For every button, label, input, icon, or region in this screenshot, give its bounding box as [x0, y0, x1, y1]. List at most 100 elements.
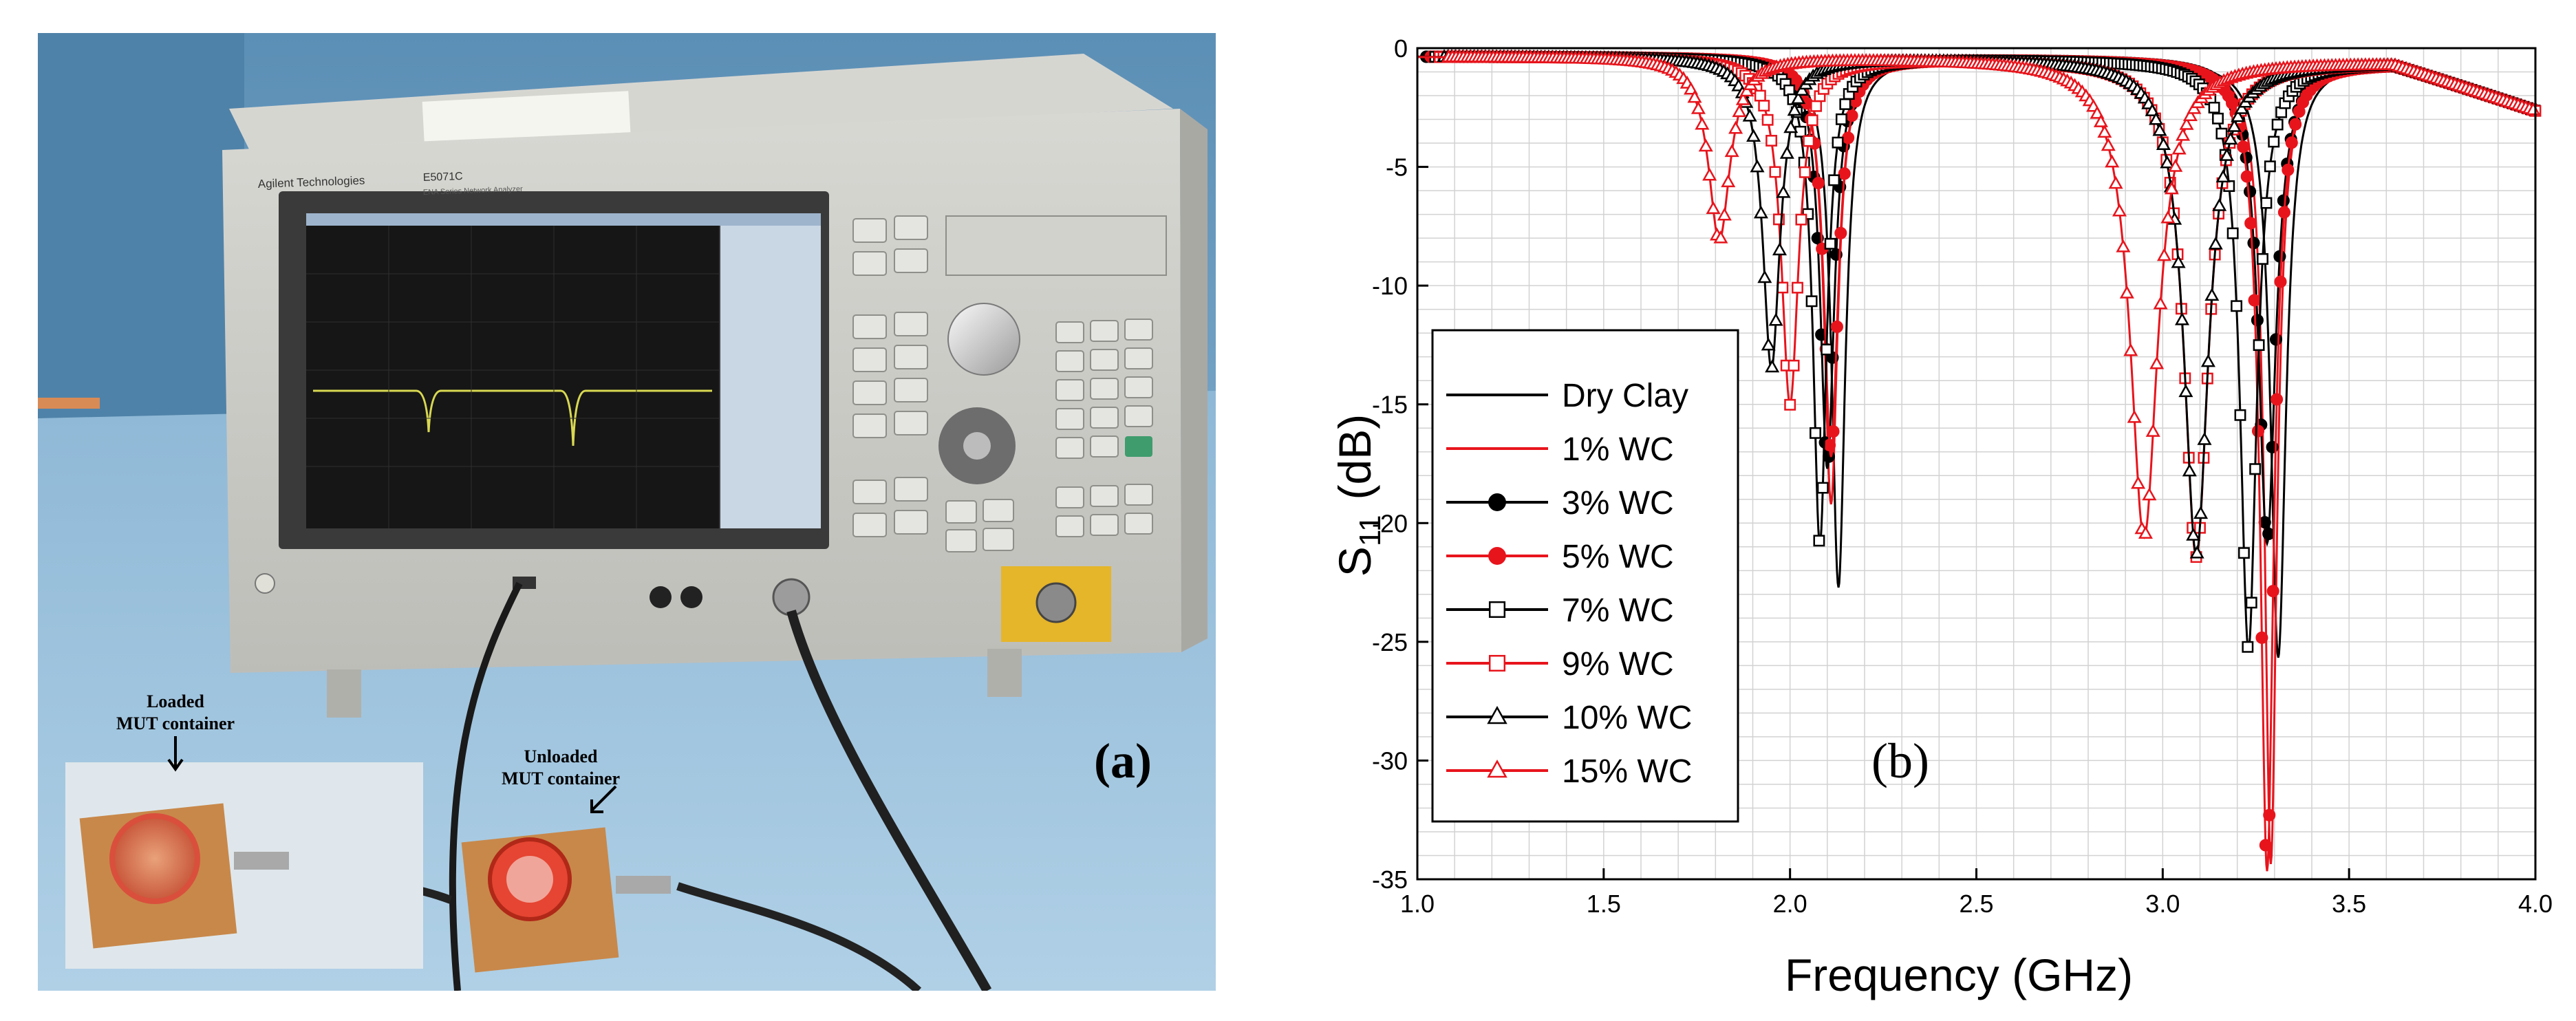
- series-marker: [2127, 409, 2142, 423]
- series-marker: [2208, 101, 2220, 114]
- power-button: [255, 573, 275, 594]
- series-marker: [1806, 114, 1818, 127]
- series-marker: [2212, 197, 2227, 211]
- y-axis-label-unit: (dB): [1329, 414, 1380, 500]
- enter-button-green: [1125, 436, 1152, 457]
- series-marker: [2193, 506, 2209, 519]
- series-marker: [1845, 109, 1858, 122]
- series-marker: [2171, 141, 2187, 155]
- series-marker: [1776, 184, 1791, 198]
- series-marker: [2156, 248, 2172, 261]
- series-marker: [1795, 213, 1807, 226]
- series-marker: [1754, 89, 1766, 102]
- series-marker: [2242, 641, 2254, 653]
- series-marker: [1690, 100, 1706, 114]
- series-marker: [2282, 163, 2295, 177]
- series-marker: [2223, 131, 2238, 145]
- y-tick-label: -10: [1372, 272, 1408, 300]
- legend-label: 3% WC: [1562, 485, 1674, 522]
- series-marker: [2160, 210, 2176, 224]
- series-marker: [1746, 129, 1761, 142]
- series-marker: [2108, 175, 2123, 189]
- series-marker: [1487, 759, 1507, 778]
- subtitle-label: ENA Series Network Analyzer: [423, 185, 524, 197]
- series-marker: [1695, 116, 1710, 130]
- series-marker: [2105, 154, 2120, 168]
- series-marker: [2097, 125, 2112, 138]
- series-marker: [2226, 227, 2239, 239]
- series-marker: [1805, 295, 1818, 308]
- series-marker: [2168, 158, 2183, 172]
- keypad-buttons: [852, 215, 1153, 552]
- screen-softkeys: [720, 226, 821, 528]
- series-marker: [2237, 140, 2250, 153]
- series-marker: [2266, 585, 2279, 598]
- series-marker: [2176, 127, 2191, 141]
- series-marker: [2245, 597, 2257, 609]
- series-marker: [2231, 109, 2246, 122]
- y-tick-label: -25: [1372, 628, 1408, 656]
- chart-panel-label: (b): [1871, 733, 1929, 788]
- x-tick-label: 1.0: [1400, 890, 1435, 918]
- series-marker: [1488, 493, 1506, 511]
- series-marker: [1487, 705, 1507, 724]
- series-marker: [1717, 207, 1732, 221]
- loaded-arrow: [167, 736, 184, 772]
- screen-trace: [313, 389, 712, 447]
- series-marker: [2248, 294, 2261, 307]
- series-marker: [1488, 601, 1506, 619]
- series-marker: [1816, 482, 1829, 494]
- series-marker: [2153, 296, 2168, 310]
- series-marker: [1830, 320, 1843, 334]
- chart-ticks: 1.0 1.5 2.0 2.5 3.0 3.5 4.0 0 -5 -10 -15 -20 -25 -30 -…: [1372, 34, 2553, 918]
- series-marker: [2208, 236, 2223, 250]
- series-marker: [1488, 547, 1506, 565]
- series-marker: [2285, 136, 2298, 149]
- series-marker: [2257, 252, 2268, 265]
- y-tick-label: -30: [1372, 746, 1408, 775]
- series-marker: [1835, 113, 1847, 125]
- series-marker: [1706, 201, 1721, 215]
- series-marker: [2215, 169, 2231, 183]
- rotary-knob: [947, 303, 1020, 376]
- x-tick-label: 3.0: [2145, 890, 2180, 918]
- unloaded-arrow: [590, 785, 617, 813]
- instrument-photo: Agilent Technologies E5071C ENA Series N…: [38, 33, 1216, 991]
- series-marker: [2138, 526, 2153, 539]
- series-marker: [2259, 839, 2272, 852]
- x-tick-label: 2.5: [1959, 890, 1993, 918]
- analyzer-foot-left: [327, 669, 361, 718]
- series-marker: [2253, 339, 2265, 352]
- series-marker: [2269, 333, 2283, 346]
- series-marker: [1765, 135, 1778, 147]
- top-display-slot: [945, 215, 1167, 276]
- front-jack-1: [650, 586, 672, 608]
- series-marker: [1684, 81, 1699, 95]
- legend-label: 9% WC: [1562, 646, 1674, 683]
- loaded-mut-container: [109, 813, 200, 904]
- arrow-pad-center: [963, 432, 991, 460]
- series-marker: [2251, 424, 2265, 438]
- y-tick-label: -5: [1386, 153, 1408, 182]
- series-marker: [2200, 354, 2215, 367]
- series-marker: [1488, 654, 1506, 672]
- series-marker: [1750, 159, 1765, 173]
- series-marker: [1724, 144, 1739, 158]
- series-marker: [1702, 167, 1717, 181]
- series-marker: [2258, 516, 2271, 529]
- series-marker: [1765, 359, 1780, 373]
- series-marker: [2204, 288, 2220, 301]
- series-marker: [1783, 120, 1799, 133]
- series-marker: [2240, 170, 2253, 183]
- unloaded-label-line2: MUT container: [502, 769, 620, 788]
- x-axis-label: Frequency (GHz): [1785, 949, 2133, 1000]
- series-marker: [2145, 424, 2160, 437]
- series-marker: [1827, 425, 1840, 438]
- y-tick-label: -15: [1372, 391, 1408, 419]
- series-marker: [1768, 312, 1783, 326]
- series-marker: [1779, 145, 1794, 159]
- series-marker: [1787, 103, 1802, 116]
- wall-panel: [38, 33, 244, 460]
- series-marker: [2244, 185, 2257, 198]
- series-marker: [2178, 384, 2193, 398]
